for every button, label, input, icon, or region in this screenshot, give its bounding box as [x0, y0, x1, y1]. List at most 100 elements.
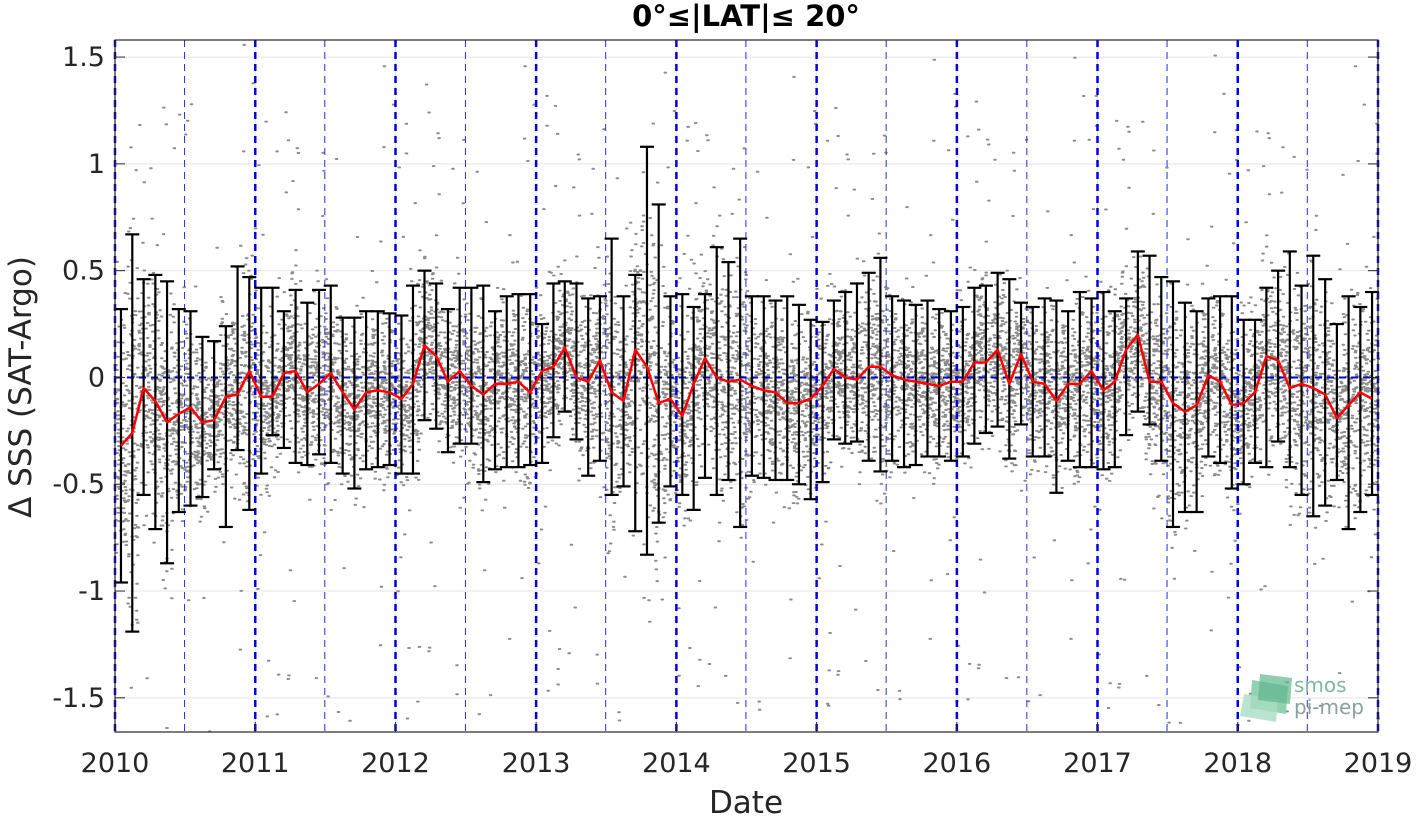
mean-line	[120, 333, 1373, 447]
error-bar	[616, 295, 631, 488]
axes-box	[114, 39, 1379, 733]
error-bar	[523, 293, 538, 467]
plot-frame	[114, 39, 1379, 733]
error-bar	[873, 256, 888, 473]
error-bar	[1329, 322, 1344, 482]
x-tick-label: 2014	[642, 748, 711, 779]
error-bar	[639, 145, 654, 556]
error-bar	[195, 335, 210, 499]
error-bar	[721, 261, 736, 482]
error-bar	[1014, 301, 1029, 426]
error-bar	[1142, 254, 1157, 426]
error-bar	[1084, 297, 1099, 469]
error-bar	[803, 318, 818, 501]
error-bar	[113, 308, 128, 584]
error-bar	[978, 284, 993, 435]
error-bar	[464, 286, 479, 445]
y-tick-label: 0.5	[62, 256, 105, 287]
error-bar	[780, 295, 795, 482]
error-bar	[733, 237, 748, 529]
error-bar	[815, 320, 830, 484]
error-bar	[276, 310, 291, 450]
y-axis-title: Δ SSS (SAT-Argo)	[3, 256, 39, 518]
error-bar	[1294, 284, 1309, 497]
error-bar	[499, 295, 514, 469]
error-bar	[1154, 275, 1169, 462]
error-bar	[592, 295, 607, 462]
error-bar	[1365, 290, 1380, 497]
error-bar	[686, 305, 701, 511]
error-bar	[885, 295, 900, 462]
error-bar	[908, 303, 923, 467]
y-axis-ticks: -1.5 -1 -0.5 0 0.5 1 1.5	[52, 42, 1378, 714]
error-bar	[897, 299, 912, 469]
error-bar	[1224, 295, 1239, 490]
x-tick-label: 2018	[1203, 748, 1272, 779]
error-bar	[1341, 295, 1356, 531]
y-tick-label: -0.5	[52, 469, 105, 500]
error-bar	[546, 282, 561, 439]
error-bar	[1353, 305, 1368, 514]
x-tick-label: 2012	[361, 748, 430, 779]
error-bar	[207, 340, 222, 471]
error-bar	[1002, 278, 1017, 460]
x-tick-label: 2013	[502, 748, 571, 779]
error-bar	[347, 316, 362, 490]
error-bar	[1259, 286, 1274, 469]
error-bar	[171, 308, 186, 514]
x-axis-title: Date	[709, 785, 783, 818]
error-bar	[1037, 297, 1052, 458]
y-tick-label: -1	[78, 576, 105, 607]
error-bar	[943, 310, 958, 462]
x-tick-label: 2015	[782, 748, 851, 779]
error-bar	[452, 286, 467, 445]
error-bar	[488, 310, 503, 471]
error-bar	[1119, 297, 1134, 437]
logo-icon	[1240, 674, 1292, 722]
logo-line1: smos	[1294, 673, 1347, 697]
error-bar	[604, 237, 619, 497]
error-bar	[756, 295, 771, 479]
error-bar	[405, 284, 420, 475]
x-tick-label: 2019	[1344, 748, 1413, 779]
error-bar	[791, 303, 806, 486]
error-bar	[628, 273, 643, 533]
error-bar	[663, 295, 678, 488]
error-bar	[1177, 301, 1192, 514]
error-bar	[535, 322, 550, 464]
chart-title: 0°≤|LAT|≤ 20°	[632, 0, 860, 33]
x-tick-label: 2017	[1063, 748, 1132, 779]
y-tick-label: 1.5	[62, 42, 105, 73]
error-bars	[113, 145, 1380, 633]
error-bar	[1318, 278, 1333, 507]
error-bar	[242, 275, 257, 511]
error-bar	[382, 312, 397, 467]
error-bar	[1130, 250, 1145, 413]
x-tick-label: 2011	[221, 748, 290, 779]
error-bar	[675, 293, 690, 497]
x-axis-ticks: 2010 2011 2012 2013 2014 2015 2016 2017 2018 2019	[81, 722, 1413, 779]
error-bar	[359, 310, 374, 471]
error-bar	[1072, 290, 1087, 469]
error-bar	[932, 308, 947, 458]
mean-line-group	[120, 333, 1373, 447]
error-bar	[1189, 310, 1204, 514]
y-tick-label: -1.5	[52, 683, 105, 714]
smos-pimep-logo: smos pi-mep	[1240, 673, 1364, 722]
x-tick-label: 2010	[81, 748, 150, 779]
error-bar	[1049, 299, 1064, 494]
y-tick-label: 1	[88, 149, 105, 180]
error-bar	[335, 316, 350, 475]
error-bar	[920, 299, 935, 458]
error-bar	[1096, 290, 1111, 471]
error-bar	[651, 203, 666, 524]
error-bar	[265, 286, 280, 437]
error-bar	[218, 325, 233, 529]
error-bar	[709, 246, 724, 497]
error-bar	[569, 282, 584, 441]
error-bar	[838, 290, 853, 445]
error-bar	[849, 282, 864, 443]
y-tick-label: 0	[88, 362, 105, 393]
error-bar	[1271, 269, 1286, 443]
